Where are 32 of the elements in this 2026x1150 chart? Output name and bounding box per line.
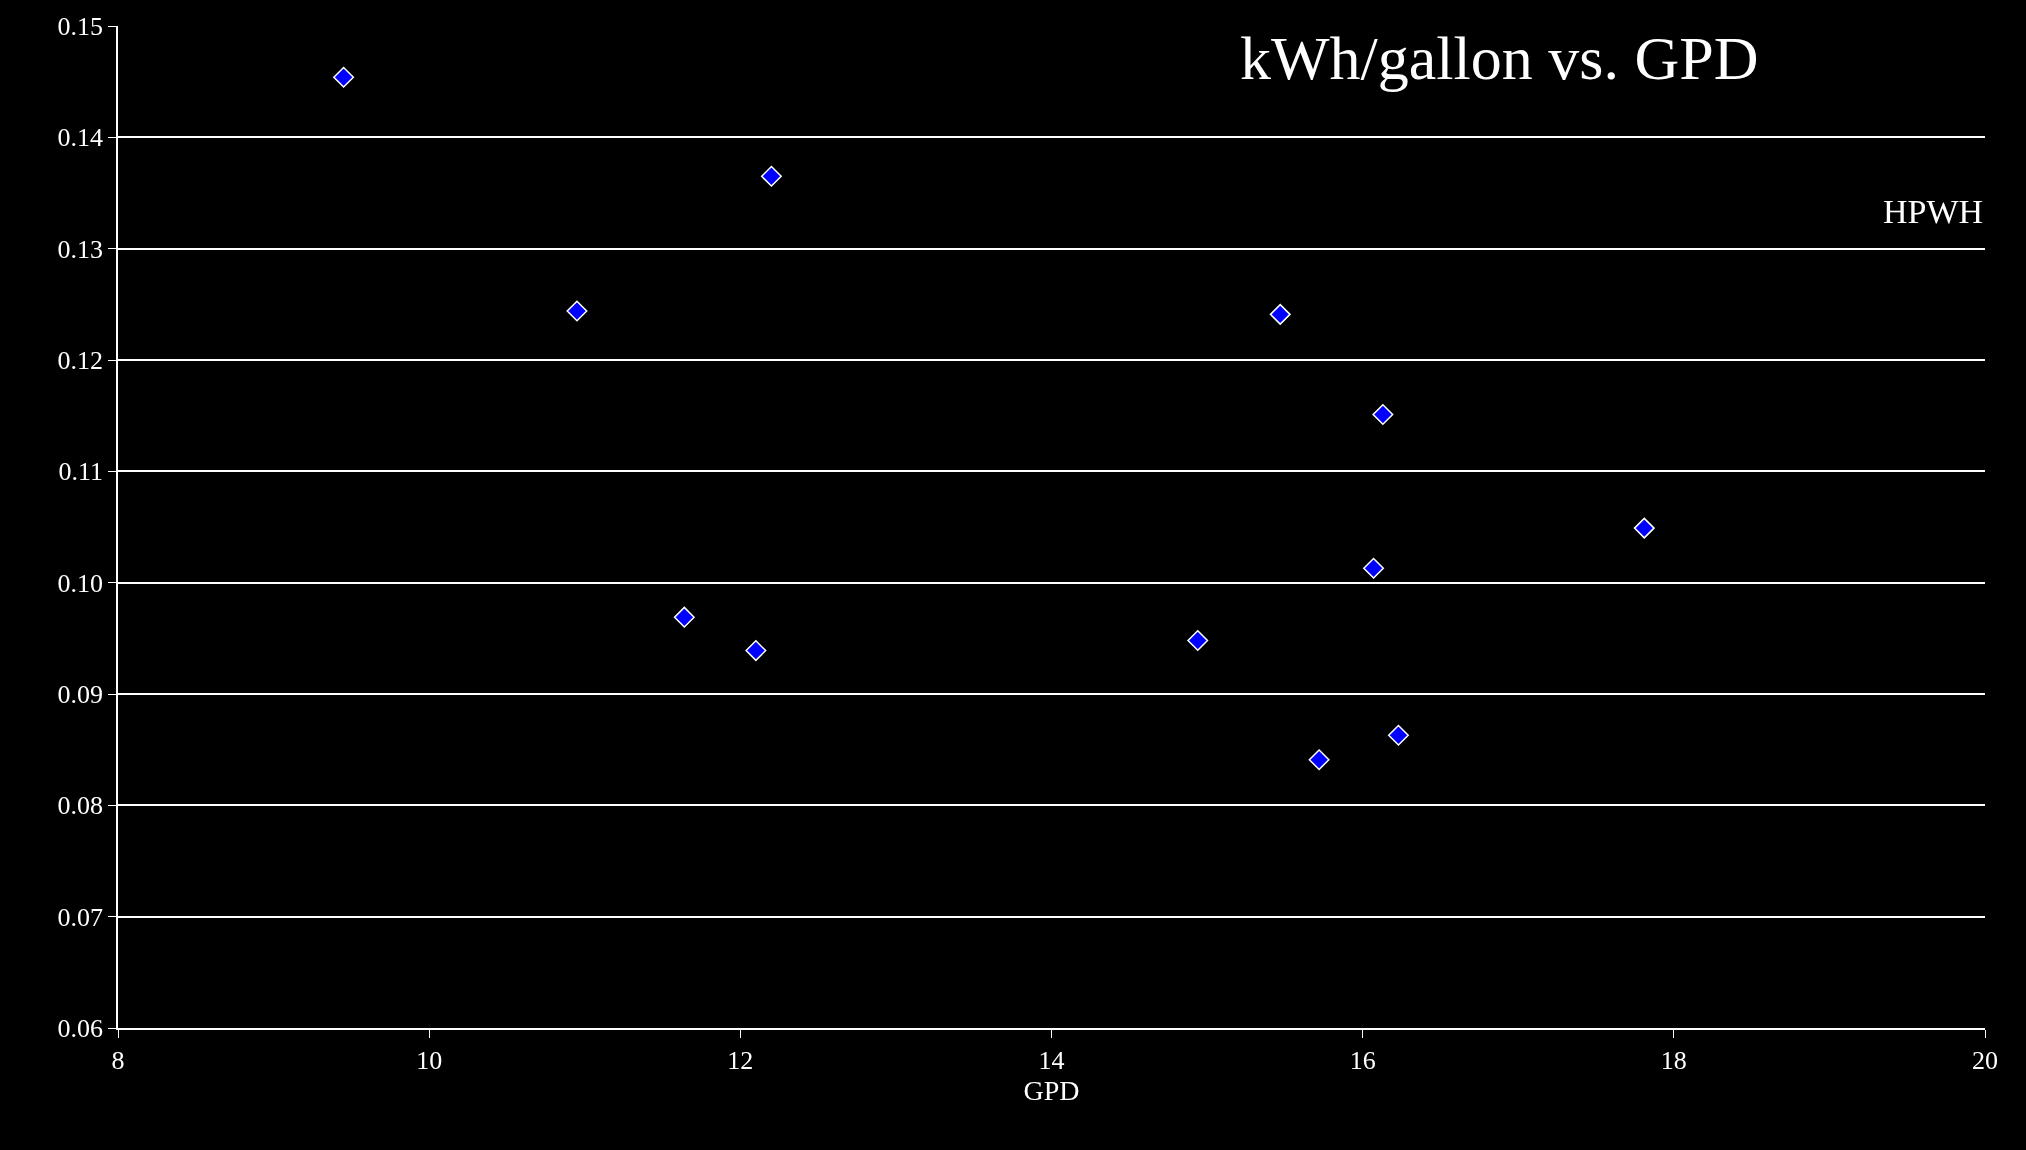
x-tick-label: 16 [1349,1045,1376,1075]
point [1387,724,1409,746]
x-tick-label: 8 [111,1045,125,1075]
point [1372,404,1394,426]
y-tick-label: 0.06 [57,1014,104,1044]
y-tick-label: 0.13 [57,234,104,264]
y-tick-label: 0.08 [57,791,104,821]
y-tick-label: 0.10 [57,568,104,598]
chart-title: kWh/gallon vs. GPD [1240,24,1759,93]
x-tick-label: 18 [1660,1045,1687,1075]
point [1269,303,1291,325]
point [745,640,767,662]
annotation: HPWH [1883,193,1984,230]
x-tick-label: 20 [1972,1045,1998,1075]
x-axis-title: GPD [1023,1074,1080,1106]
point [1187,630,1209,652]
x-tick-label: 14 [1038,1045,1065,1075]
y-tick-label: 0.07 [57,902,104,932]
point [333,66,355,88]
point [760,165,782,187]
y-tick-label: 0.15 [57,12,104,42]
point [673,606,695,628]
y-tick-label: 0.14 [57,123,104,153]
point [566,300,588,322]
x-tick-label: 10 [416,1045,443,1075]
y-tick-label: 0.12 [57,346,104,376]
point [1363,557,1385,579]
y-tick-label: 0.11 [58,457,104,487]
point [1633,517,1655,539]
y-tick-label: 0.09 [57,680,104,710]
x-tick-label: 12 [727,1045,754,1075]
point [1308,749,1330,771]
